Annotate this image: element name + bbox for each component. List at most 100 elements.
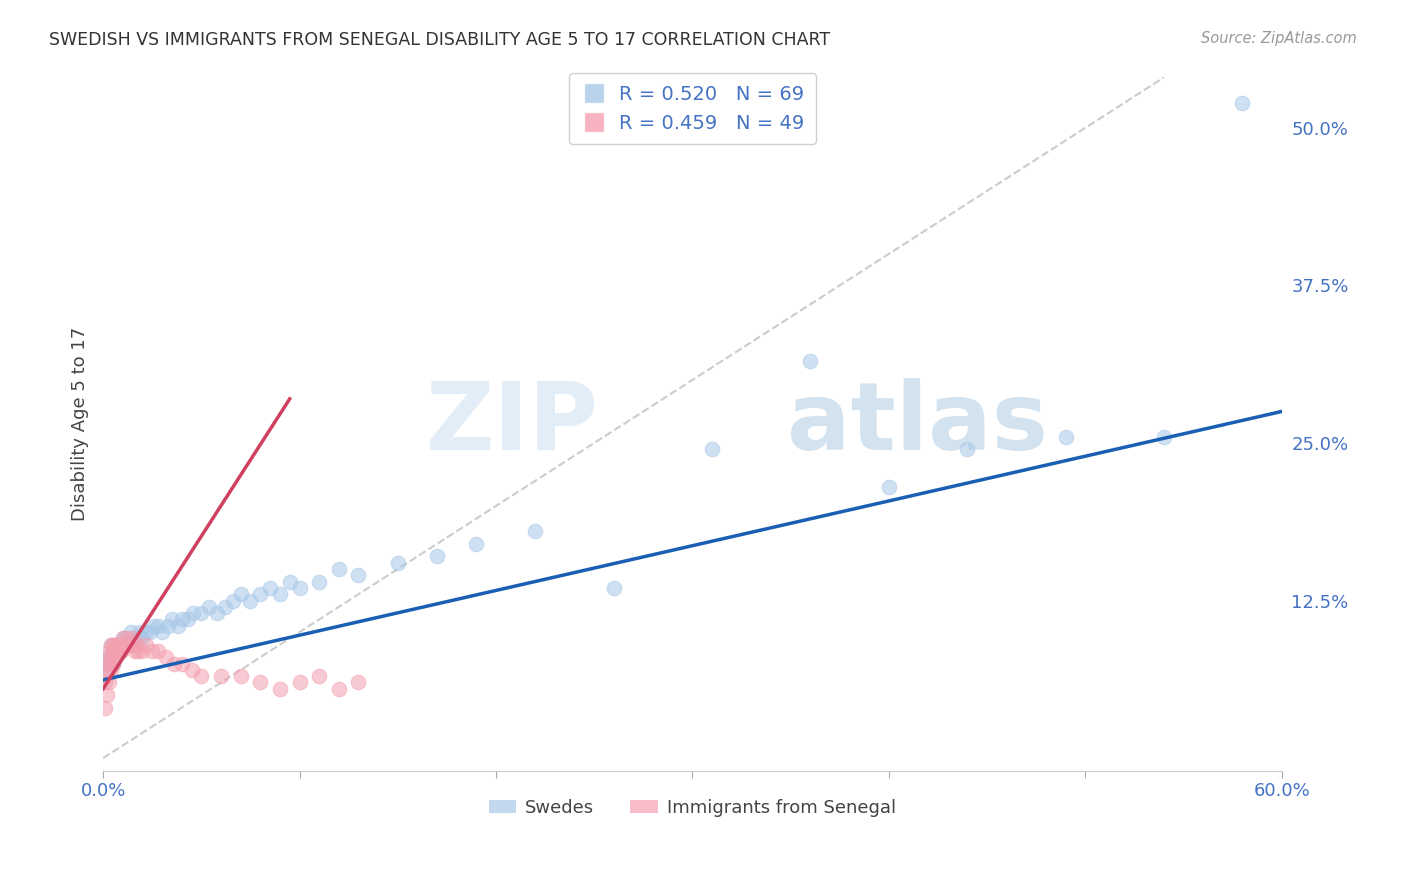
Y-axis label: Disability Age 5 to 17: Disability Age 5 to 17 [72,327,89,521]
Point [98,675,121,690]
Point [114,638,136,652]
Point [98,650,121,665]
Point [110,638,132,652]
Point [114,638,136,652]
Point [101,657,124,671]
Point [100,663,122,677]
Point [190,669,212,683]
Point [155,650,177,665]
Point [131,632,153,646]
Point [120,638,142,652]
Point [104,638,127,652]
Point [110,644,132,658]
Point [209,669,232,683]
Point [146,644,169,658]
Point [465,537,488,551]
Point [176,612,198,626]
Point [96,657,118,671]
Point [190,606,212,620]
Point [101,644,124,658]
Point [135,638,157,652]
Point [108,638,131,652]
Point [96,669,118,683]
Point [1232,95,1254,110]
Point [328,681,350,696]
Point [141,644,163,658]
Point [347,675,370,690]
Point [111,638,134,652]
Point [100,638,122,652]
Point [124,644,146,658]
Point [100,638,122,652]
Point [114,632,136,646]
Point [125,638,148,652]
Point [163,657,186,671]
Point [100,650,122,665]
Point [524,524,547,539]
Point [135,625,157,640]
Point [108,644,131,658]
Point [278,574,301,589]
Point [328,562,350,576]
Point [170,657,193,671]
Point [96,688,118,702]
Point [105,638,128,652]
Point [603,581,626,595]
Point [1153,430,1175,444]
Point [94,700,117,714]
Point [121,632,143,646]
Point [124,638,146,652]
Point [108,638,131,652]
Point [222,593,245,607]
Text: SWEDISH VS IMMIGRANTS FROM SENEGAL DISABILITY AGE 5 TO 17 CORRELATION CHART: SWEDISH VS IMMIGRANTS FROM SENEGAL DISAB… [49,31,831,49]
Point [115,632,138,646]
Point [105,638,128,652]
Point [110,638,132,652]
Point [205,606,228,620]
Point [183,606,205,620]
Point [269,587,291,601]
Text: Source: ZipAtlas.com: Source: ZipAtlas.com [1201,31,1357,46]
Point [98,657,121,671]
Point [104,650,127,665]
Point [96,663,118,677]
Point [98,644,121,658]
Point [104,650,127,665]
Point [146,619,169,633]
Point [239,593,262,607]
Point [127,632,149,646]
Point [118,632,141,646]
Point [94,675,117,690]
Point [170,612,193,626]
Point [160,612,183,626]
Point [156,619,179,633]
Text: atlas: atlas [787,378,1047,470]
Point [129,625,152,640]
Point [111,638,134,652]
Point [877,480,900,494]
Text: ZIP: ZIP [425,378,598,470]
Point [308,574,330,589]
Point [308,669,330,683]
Point [121,632,143,646]
Point [259,581,281,595]
Point [105,644,128,658]
Point [229,587,252,601]
Point [1054,430,1077,444]
Point [98,657,121,671]
Point [249,587,271,601]
Point [198,599,221,614]
Point [426,549,449,564]
Point [288,581,311,595]
Point [120,625,142,640]
Point [139,625,162,640]
Point [131,644,153,658]
Point [288,675,311,690]
Point [115,638,138,652]
Point [94,657,117,671]
Point [105,644,128,658]
Point [111,632,134,646]
Legend: Swedes, Immigrants from Senegal: Swedes, Immigrants from Senegal [482,791,903,824]
Point [96,650,118,665]
Point [104,638,127,652]
